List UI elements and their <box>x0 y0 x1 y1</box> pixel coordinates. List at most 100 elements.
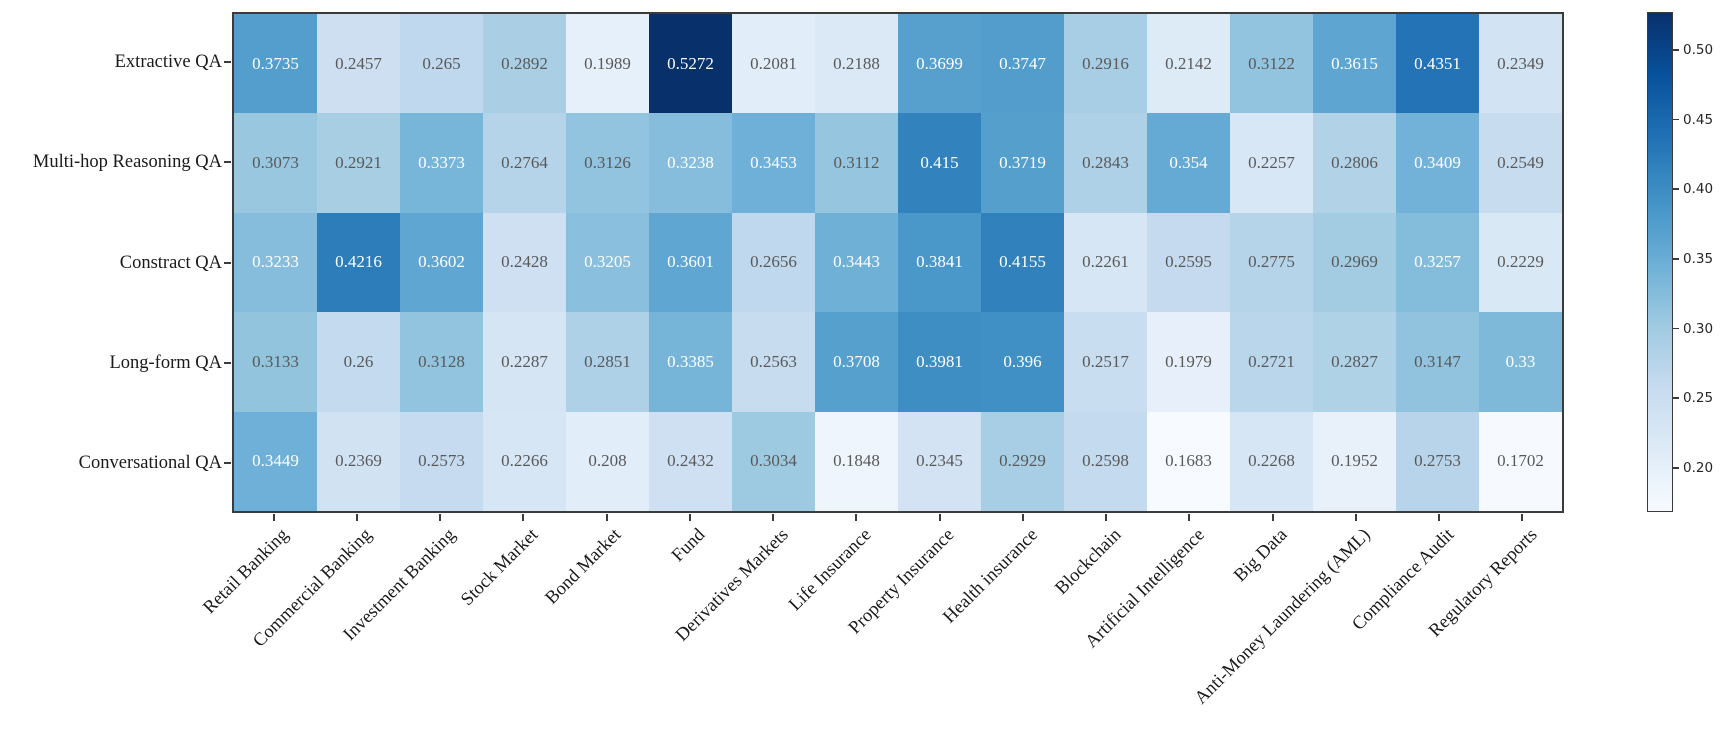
heatmap-cell: 0.396 <box>981 312 1064 412</box>
heatmap-cell: 0.1683 <box>1147 411 1230 511</box>
heatmap-cell: 0.3257 <box>1396 212 1479 313</box>
heatmap-cell: 0.2969 <box>1313 212 1396 313</box>
y-tick-label: Multi-hop Reasoning QA <box>32 152 222 173</box>
heatmap-cell: 0.2268 <box>1230 411 1313 511</box>
y-tick-mark <box>224 261 231 264</box>
x-tick-label: Bond Market <box>542 525 626 609</box>
heatmap-cell: 0.3205 <box>566 212 649 313</box>
heatmap-cell: 0.3602 <box>400 212 483 313</box>
heatmap-cell: 0.2843 <box>1064 113 1147 213</box>
heatmap-cell: 0.1952 <box>1313 411 1396 511</box>
y-tick-mark <box>224 61 231 64</box>
heatmap-cell: 0.2261 <box>1064 212 1147 313</box>
x-tick-label: Retail Banking <box>199 525 293 618</box>
x-tick-label: Fund <box>667 525 710 567</box>
heatmap-cell: 0.2921 <box>317 113 400 213</box>
heatmap-cell: 0.3735 <box>234 14 317 114</box>
heatmap-cell: 0.2257 <box>1230 113 1313 213</box>
heatmap-cell: 0.3133 <box>234 312 317 412</box>
heatmap-cell: 0.2563 <box>732 312 815 412</box>
heatmap-cell: 0.2266 <box>483 411 566 511</box>
heatmap-cell: 0.1979 <box>1147 312 1230 412</box>
heatmap-cell: 0.208 <box>566 411 649 511</box>
heatmap-cell: 0.1702 <box>1479 411 1562 511</box>
colorbar-gradient <box>1647 12 1673 512</box>
x-tick-label: Anti-Money Laundering (AML) <box>1191 525 1376 709</box>
heatmap-cell: 0.2188 <box>815 14 898 114</box>
x-tick-mark <box>1021 514 1024 521</box>
colorbar-tick-mark <box>1673 327 1679 330</box>
heatmap-cell: 0.3981 <box>898 312 981 412</box>
heatmap-cell: 0.2656 <box>732 212 815 313</box>
heatmap-cell: 0.3708 <box>815 312 898 412</box>
heatmap-cell: 0.2764 <box>483 113 566 213</box>
heatmap-cell: 0.3112 <box>815 113 898 213</box>
heatmap-cell: 0.3233 <box>234 212 317 313</box>
heatmap-cell: 0.3699 <box>898 14 981 114</box>
heatmap-cell: 0.2929 <box>981 411 1064 511</box>
x-tick-label: Stock Market <box>457 525 543 610</box>
x-tick-mark <box>772 514 775 521</box>
x-tick-mark <box>272 514 275 521</box>
colorbar-tick-label: 0.30 <box>1683 320 1714 337</box>
heatmap-cell: 0.2775 <box>1230 212 1313 313</box>
x-tick-label: Blockchain <box>1051 525 1126 599</box>
heatmap-cell: 0.3841 <box>898 212 981 313</box>
heatmap-cell: 0.33 <box>1479 312 1562 412</box>
heatmap-cell: 0.2892 <box>483 14 566 114</box>
x-tick-mark <box>355 514 358 521</box>
x-tick-mark <box>439 514 442 521</box>
heatmap-cell: 0.3073 <box>234 113 317 213</box>
heatmap-cell: 0.2595 <box>1147 212 1230 313</box>
heatmap-cell: 0.2081 <box>732 14 815 114</box>
heatmap-cell: 0.3385 <box>649 312 732 412</box>
heatmap-cell: 0.2851 <box>566 312 649 412</box>
heatmap-cell: 0.2457 <box>317 14 400 114</box>
heatmap-cell: 0.1848 <box>815 411 898 511</box>
heatmap-cell: 0.2598 <box>1064 411 1147 511</box>
heatmap-cell: 0.4155 <box>981 212 1064 313</box>
colorbar-tick-label: 0.20 <box>1683 459 1714 476</box>
x-tick-label: Life Insurance <box>785 525 876 616</box>
colorbar-tick-mark <box>1673 397 1679 399</box>
heatmap-cell: 0.4216 <box>317 212 400 313</box>
heatmap-cell: 0.2517 <box>1064 312 1147 412</box>
heatmap-cell: 0.2573 <box>400 411 483 511</box>
heatmap-cell: 0.3373 <box>400 113 483 213</box>
x-tick-mark <box>605 514 608 521</box>
heatmap-cell: 0.2753 <box>1396 411 1479 511</box>
colorbar-tick-label: 0.35 <box>1683 250 1714 267</box>
x-tick-label: Big Data <box>1230 525 1292 587</box>
heatmap-cell: 0.3147 <box>1396 312 1479 412</box>
x-tick-mark <box>1105 514 1108 521</box>
y-tick-label: Extractive QA <box>114 52 222 73</box>
x-tick-mark <box>1188 514 1191 521</box>
heatmap-cell: 0.3122 <box>1230 14 1313 114</box>
x-tick-mark <box>855 514 858 521</box>
heatmap-cell: 0.2916 <box>1064 14 1147 114</box>
heatmap-cell: 0.2721 <box>1230 312 1313 412</box>
heatmap-cell: 0.3443 <box>815 212 898 313</box>
y-tick-label: Conversational QA <box>78 452 222 473</box>
colorbar-tick-mark <box>1673 188 1679 190</box>
colorbar-tick-label: 0.50 <box>1683 41 1714 58</box>
x-tick-mark <box>1354 514 1357 521</box>
heatmap-cell: 0.2806 <box>1313 113 1396 213</box>
colorbar-tick-mark <box>1673 49 1679 51</box>
heatmap-cell: 0.5272 <box>649 14 732 114</box>
heatmap-cell: 0.354 <box>1147 113 1230 213</box>
y-tick-label: Constract QA <box>119 252 222 273</box>
colorbar-tick-label: 0.45 <box>1683 111 1714 128</box>
x-tick-mark <box>522 514 525 521</box>
heatmap-cell: 0.26 <box>317 312 400 412</box>
x-tick-mark <box>1438 514 1441 521</box>
heatmap-cell: 0.3449 <box>234 411 317 511</box>
heatmap-cell: 0.3453 <box>732 113 815 213</box>
heatmap-cell: 0.2432 <box>649 411 732 511</box>
heatmap-cell: 0.4351 <box>1396 14 1479 114</box>
heatmap-cell: 0.2549 <box>1479 113 1562 213</box>
heatmap-cell: 0.2142 <box>1147 14 1230 114</box>
y-tick-label: Long-form QA <box>109 352 222 373</box>
y-tick-mark <box>224 361 231 364</box>
heatmap-grid: 0.3735 0.2457 0.265 0.2892 0.1989 0.5272 0.208… <box>232 12 1564 513</box>
